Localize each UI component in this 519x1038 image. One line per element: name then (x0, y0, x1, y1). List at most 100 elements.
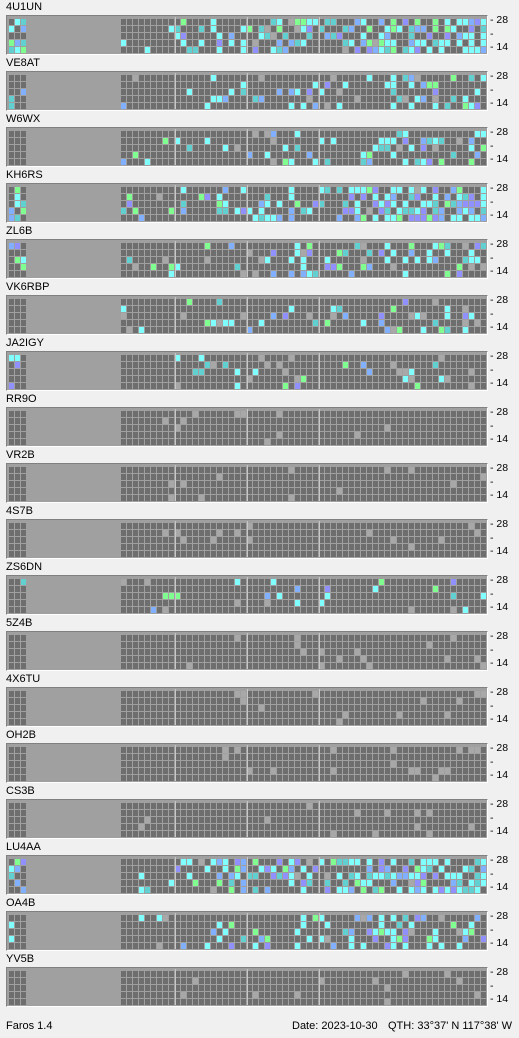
band-label-bottom: - 14 (490, 601, 509, 613)
band-scale: - 28 - - 14 (490, 70, 518, 111)
propagation-grid (6, 687, 488, 727)
beacon-panel: W6WX - 28 - - 14 (0, 112, 519, 168)
band-label-bottom: - 14 (490, 153, 509, 165)
band-label-bottom: - 14 (490, 321, 509, 333)
band-label-mid: - (490, 476, 494, 488)
beacon-callsign: 4S7B (6, 505, 33, 517)
beacon-panel: CS3B - 28 - - 14 (0, 784, 519, 840)
beacon-panel: YV5B - 28 - - 14 (0, 952, 519, 1008)
band-label-bottom: - 14 (490, 993, 509, 1005)
band-scale: - 28 - - 14 (490, 574, 518, 615)
beacon-callsign: 4X6TU (6, 673, 41, 685)
propagation-grid (6, 631, 488, 671)
beacon-panel: VK6RBP - 28 - - 14 (0, 280, 519, 336)
beacon-callsign: OA4B (6, 897, 36, 909)
band-scale: - 28 - - 14 (490, 910, 518, 951)
band-label-bottom: - 14 (490, 545, 509, 557)
band-label-mid: - (490, 868, 494, 880)
band-label-bottom: - 14 (490, 769, 509, 781)
beacon-callsign: 4U1UN (6, 1, 43, 13)
band-label-mid: - (490, 700, 494, 712)
band-label-mid: - (490, 196, 494, 208)
band-label-bottom: - 14 (490, 881, 509, 893)
beacon-callsign: RR9O (6, 393, 37, 405)
propagation-grid (6, 239, 488, 279)
beacon-callsign: CS3B (6, 785, 35, 797)
app-version: Faros 1.4 (6, 1020, 53, 1032)
band-label-top: - 28 (490, 350, 509, 362)
band-label-mid: - (490, 84, 494, 96)
band-label-bottom: - 14 (490, 937, 509, 949)
band-label-bottom: - 14 (490, 825, 509, 837)
propagation-grid (6, 71, 488, 111)
beacon-panel: JA2IGY - 28 - - 14 (0, 336, 519, 392)
band-label-top: - 28 (490, 574, 509, 586)
beacon-callsign: W6WX (6, 113, 41, 125)
band-scale: - 28 - - 14 (490, 798, 518, 839)
band-label-mid: - (490, 812, 494, 824)
beacon-panel: OA4B - 28 - - 14 (0, 896, 519, 952)
band-label-top: - 28 (490, 686, 509, 698)
band-label-mid: - (490, 140, 494, 152)
beacon-panel: ZL6B - 28 - - 14 (0, 224, 519, 280)
band-scale: - 28 - - 14 (490, 182, 518, 223)
band-label-mid: - (490, 924, 494, 936)
band-scale: - 28 - - 14 (490, 238, 518, 279)
beacon-panel: ZS6DN - 28 - - 14 (0, 560, 519, 616)
band-scale: - 28 - - 14 (490, 686, 518, 727)
beacon-panel: LU4AA - 28 - - 14 (0, 840, 519, 896)
propagation-grid (6, 407, 488, 447)
band-label-bottom: - 14 (490, 265, 509, 277)
band-label-bottom: - 14 (490, 209, 509, 221)
status-qth: QTH: 33°37' N 117°38' W (388, 1020, 513, 1032)
beacon-callsign: ZS6DN (6, 561, 43, 573)
band-label-mid: - (490, 980, 494, 992)
band-label-bottom: - 14 (490, 97, 509, 109)
band-label-top: - 28 (490, 910, 509, 922)
band-label-top: - 28 (490, 798, 509, 810)
beacon-callsign: VE8AT (6, 57, 41, 69)
band-scale: - 28 - - 14 (490, 630, 518, 671)
band-label-top: - 28 (490, 14, 509, 26)
band-label-mid: - (490, 756, 494, 768)
beacon-callsign: KH6RS (6, 169, 43, 181)
propagation-grid (6, 967, 488, 1007)
band-label-top: - 28 (490, 518, 509, 530)
propagation-grid (6, 911, 488, 951)
beacon-panel: 4X6TU - 28 - - 14 (0, 672, 519, 728)
band-label-top: - 28 (490, 462, 509, 474)
band-scale: - 28 - - 14 (490, 742, 518, 783)
band-label-mid: - (490, 644, 494, 656)
band-label-bottom: - 14 (490, 433, 509, 445)
propagation-grid (6, 575, 488, 615)
band-label-mid: - (490, 588, 494, 600)
propagation-grid (6, 519, 488, 559)
band-label-bottom: - 14 (490, 713, 509, 725)
beacon-panel: 4U1UN - 28 - - 14 (0, 0, 519, 56)
propagation-grid (6, 855, 488, 895)
beacon-callsign: YV5B (6, 953, 35, 965)
propagation-grid (6, 351, 488, 391)
beacon-callsign: ZL6B (6, 225, 33, 237)
band-scale: - 28 - - 14 (490, 350, 518, 391)
band-label-top: - 28 (490, 630, 509, 642)
band-label-top: - 28 (490, 126, 509, 138)
band-label-top: - 28 (490, 854, 509, 866)
propagation-grid (6, 15, 488, 55)
band-label-top: - 28 (490, 238, 509, 250)
propagation-grid (6, 743, 488, 783)
band-scale: - 28 - - 14 (490, 966, 518, 1007)
band-scale: - 28 - - 14 (490, 294, 518, 335)
beacon-panel: 5Z4B - 28 - - 14 (0, 616, 519, 672)
band-label-mid: - (490, 308, 494, 320)
band-label-top: - 28 (490, 294, 509, 306)
propagation-grid (6, 463, 488, 503)
beacon-callsign: VK6RBP (6, 281, 50, 293)
band-label-bottom: - 14 (490, 41, 509, 53)
band-scale: - 28 - - 14 (490, 854, 518, 895)
band-label-mid: - (490, 28, 494, 40)
band-label-top: - 28 (490, 966, 509, 978)
band-scale: - 28 - - 14 (490, 126, 518, 167)
beacon-callsign: OH2B (6, 729, 36, 741)
beacon-panel: VR2B - 28 - - 14 (0, 448, 519, 504)
